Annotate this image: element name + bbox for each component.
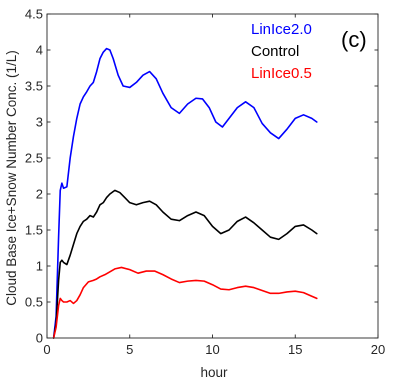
panel-label: (c) (341, 27, 367, 52)
y-tick-label: 3 (36, 115, 43, 130)
series-line-0 (52, 47, 318, 339)
y-tick-label: 2.5 (25, 151, 43, 166)
legend-entry-linice05: LinIce0.5 (251, 65, 312, 82)
y-tick-label: 4.5 (25, 7, 43, 22)
y-tick-label: 1.5 (25, 223, 43, 238)
ticks-layer: 0 5 10 15 20 0 0.5 1 1.5 2 2.5 3 3.5 4 4.5 (25, 7, 385, 358)
axes-layer (46, 13, 379, 339)
x-tick-label: 0 (43, 342, 50, 357)
y-axis-label: Cloud Base Ice+Snow Number Conc. (1/L) (4, 50, 19, 306)
series-line-1 (52, 189, 318, 339)
y-tick-label: 0 (36, 331, 43, 346)
plot-frame (46, 13, 379, 339)
x-tick-label: 15 (288, 342, 302, 357)
y-tick-label: 4 (36, 43, 43, 58)
legend-entry-control: Control (251, 43, 299, 60)
x-tick-label: 10 (205, 342, 219, 357)
y-tick-label: 2 (36, 187, 43, 202)
series-line-2 (52, 266, 318, 339)
y-tick-label: 0.5 (25, 295, 43, 310)
series-layer (52, 47, 318, 339)
x-tick-label: 20 (371, 342, 385, 357)
x-axis-label: hour (200, 365, 228, 380)
y-tick-label: 3.5 (25, 79, 43, 94)
legend-entry-linice2: LinIce2.0 (251, 21, 312, 38)
x-tick-label: 5 (126, 342, 133, 357)
y-tick-label: 1 (36, 259, 43, 274)
